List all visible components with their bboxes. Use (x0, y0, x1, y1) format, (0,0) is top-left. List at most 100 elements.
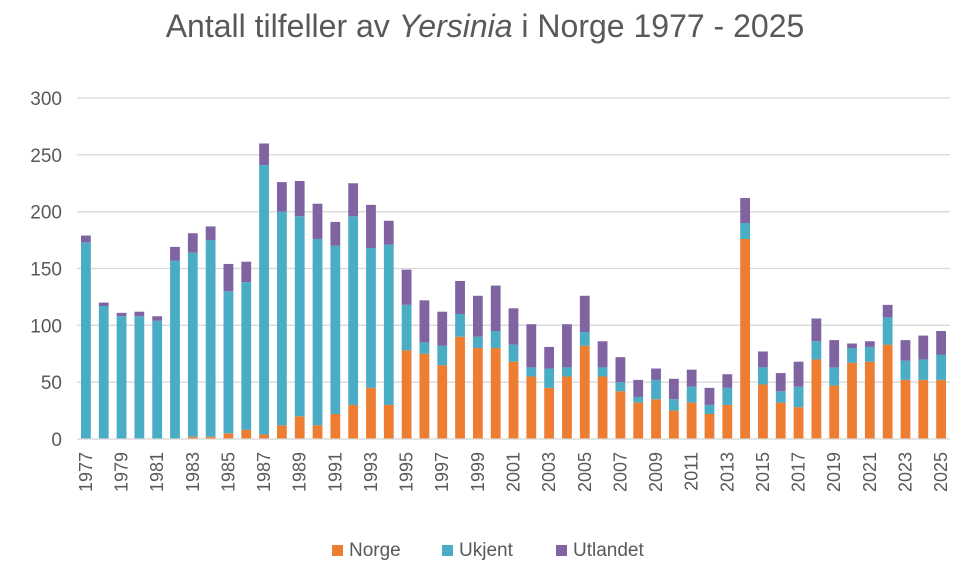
x-tick-label: 1999 (468, 452, 488, 492)
bar-norge-2004 (562, 376, 572, 439)
x-tick-label: 1981 (147, 452, 167, 492)
bar-utlandet-2017 (793, 361, 804, 387)
bar-ukjent-1995 (401, 304, 412, 351)
x-tick-label: 2019 (824, 452, 844, 492)
bar-norge-1989 (294, 416, 305, 439)
bar-ukjent-1991 (330, 245, 341, 414)
legend-label-ukjent: Ukjent (459, 540, 514, 561)
bar-norge-1988 (276, 425, 287, 439)
bar-norge-2008 (633, 402, 644, 439)
x-tick-label: 1991 (325, 452, 345, 492)
x-tick-label: 2013 (717, 452, 737, 492)
bar-ukjent-2004 (562, 367, 572, 377)
bar-ukjent-1993 (366, 248, 376, 388)
bar-norge-2019 (829, 385, 840, 439)
legend-swatch-norge (332, 545, 343, 556)
bar-utlandet-2003 (544, 346, 555, 369)
bar-ukjent-2007 (615, 382, 626, 392)
x-tick-label: 2017 (789, 452, 809, 492)
bar-norge-2000 (490, 348, 501, 439)
bar-utlandet-1990 (312, 203, 323, 239)
bar-norge-2023 (900, 379, 911, 439)
bar-norge-1999 (472, 348, 483, 439)
bar-norge-2010 (668, 410, 679, 439)
bar-norge-1984 (205, 436, 216, 439)
legend-label-norge: Norge (349, 540, 401, 561)
bar-utlandet-2012 (704, 387, 715, 405)
bar-utlandet-1986 (241, 261, 252, 283)
bar-ukjent-1992 (348, 216, 359, 405)
bar-ukjent-2001 (508, 344, 519, 362)
x-tick-label: 1997 (432, 452, 452, 492)
bar-utlandet-2025 (936, 331, 946, 355)
bar-norge-2007 (615, 391, 626, 439)
bar-utlandet-2006 (597, 341, 608, 368)
bar-norge-2015 (758, 384, 768, 439)
legend-label-utlandet: Utlandet (573, 540, 644, 561)
bar-utlandet-2024 (918, 335, 929, 360)
bar-utlandet-1996 (419, 300, 430, 343)
bar-utlandet-2015 (758, 351, 768, 368)
bar-norge-1990 (312, 425, 323, 439)
bar-ukjent-1994 (383, 244, 394, 405)
bar-ukjent-1981 (152, 320, 163, 439)
bar-utlandet-1991 (330, 221, 341, 246)
bar-norge-2003 (544, 387, 555, 439)
legend-swatch-ukjent (442, 545, 453, 556)
bar-utlandet-1984 (205, 226, 216, 241)
bar-norge-2020 (847, 362, 857, 439)
chart-title-italic: Yersinia (398, 8, 513, 44)
bar-utlandet-2005 (579, 295, 590, 333)
bar-norge-2018 (811, 359, 822, 439)
bar-ukjent-2014 (740, 223, 751, 239)
bar-utlandet-2001 (508, 308, 519, 345)
bar-utlandet-1995 (401, 269, 412, 305)
bar-ukjent-1985 (223, 291, 234, 434)
bar-utlandet-1977 (81, 235, 91, 243)
x-tick-label: 2021 (860, 452, 880, 492)
bar-ukjent-1990 (312, 238, 323, 426)
bar-ukjent-1982 (170, 260, 180, 439)
bar-ukjent-1979 (116, 316, 127, 439)
bar-ukjent-2009 (651, 379, 661, 400)
y-tick-label: 250 (30, 146, 62, 167)
bar-norge-1985 (223, 433, 234, 439)
bar-ukjent-2002 (526, 367, 537, 377)
bar-utlandet-1985 (223, 263, 234, 292)
bar-ukjent-1980 (134, 316, 145, 439)
bar-ukjent-1987 (259, 165, 269, 435)
bar-utlandet-2009 (651, 368, 661, 380)
bar-norge-2011 (686, 402, 697, 439)
x-tick-label: 1993 (361, 452, 381, 492)
bar-ukjent-2005 (579, 332, 590, 346)
bar-utlandet-1980 (134, 311, 145, 317)
bar-norge-2001 (508, 361, 519, 439)
bar-utlandet-2004 (562, 324, 572, 368)
bar-utlandet-2014 (740, 198, 751, 224)
bar-norge-1987 (259, 434, 269, 439)
bar-utlandet-2013 (722, 374, 733, 388)
bar-norge-2014 (740, 238, 751, 439)
bar-norge-1994 (383, 404, 394, 439)
bar-utlandet-2021 (864, 341, 875, 347)
bar-norge-2017 (793, 407, 804, 439)
bar-utlandet-1987 (259, 143, 269, 166)
bar-norge-2024 (918, 379, 929, 439)
bar-norge-1986 (241, 429, 252, 439)
bar-ukjent-2019 (829, 367, 840, 386)
bar-ukjent-2003 (544, 368, 555, 388)
bar-utlandet-1998 (455, 281, 465, 314)
x-tick-label: 1977 (76, 452, 96, 492)
bar-utlandet-2022 (882, 304, 893, 318)
bar-utlandet-2010 (668, 378, 679, 400)
bar-ukjent-2010 (668, 399, 679, 411)
bar-norge-2013 (722, 404, 733, 439)
bar-ukjent-2021 (864, 346, 875, 362)
x-tick-label: 1983 (183, 452, 203, 492)
bar-utlandet-1993 (366, 204, 376, 249)
bar-norge-2025 (936, 379, 946, 439)
bar-ukjent-2023 (900, 360, 911, 380)
y-tick-label: 300 (30, 89, 62, 110)
bar-ukjent-2016 (775, 391, 786, 403)
